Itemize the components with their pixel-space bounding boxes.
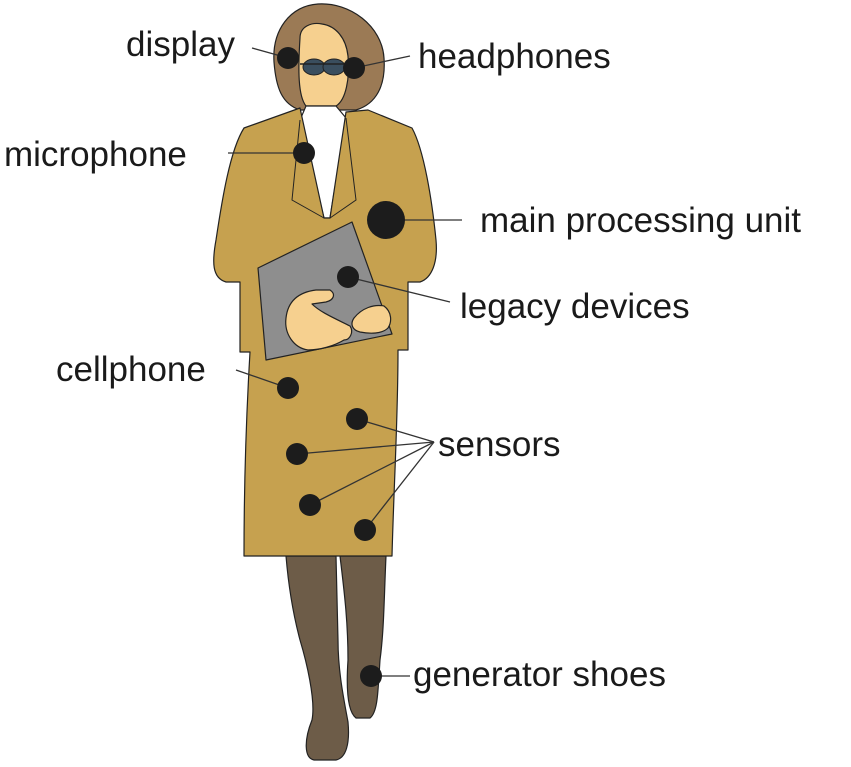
left-boot (285, 555, 350, 761)
left-hand (285, 289, 353, 351)
leader-sensors-4 (364, 441, 435, 531)
sensor-dot (346, 408, 368, 430)
leader-legacy-devices (347, 276, 451, 303)
person-figure (213, 3, 437, 761)
labels: display headphones microphone main proce… (4, 25, 801, 694)
label-main-processing-unit: main processing unit (480, 201, 801, 240)
generator-shoes-dot (360, 665, 382, 687)
display-dot (277, 47, 299, 69)
headphones-dot (343, 57, 365, 79)
label-microphone: microphone (4, 135, 187, 174)
leader-sensors-1 (356, 418, 435, 443)
label-headphones: headphones (418, 37, 611, 76)
sensor-dot (354, 519, 376, 541)
leader-sensors-2 (296, 441, 435, 455)
sensor-dot (286, 443, 308, 465)
main-processing-unit-dot (367, 201, 405, 239)
label-legacy-devices: legacy devices (460, 287, 690, 326)
label-display: display (126, 25, 235, 64)
cellphone-dot (277, 377, 299, 399)
device-dots (277, 47, 405, 687)
right-hand (351, 304, 392, 334)
label-sensors: sensors (438, 425, 561, 464)
sensor-dot (299, 494, 321, 516)
legacy-devices-dot (337, 266, 359, 288)
microphone-dot (293, 142, 315, 164)
right-boot (339, 555, 387, 719)
label-generator-shoes: generator shoes (413, 655, 666, 694)
label-cellphone: cellphone (56, 350, 206, 389)
leader-sensors-3 (309, 441, 435, 506)
